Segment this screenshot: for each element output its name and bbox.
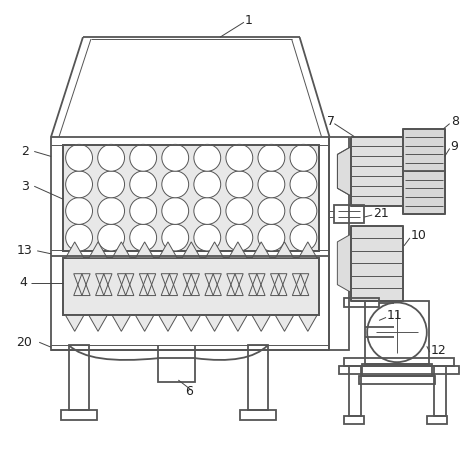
Polygon shape	[299, 315, 317, 331]
Text: 2: 2	[21, 145, 29, 158]
Polygon shape	[182, 315, 200, 331]
Bar	[51, 137, 329, 350]
Circle shape	[66, 171, 92, 198]
Bar	[61, 410, 97, 420]
Bar	[158, 358, 195, 382]
Polygon shape	[159, 315, 177, 331]
Bar	[63, 258, 319, 315]
Circle shape	[258, 171, 285, 198]
Bar	[362, 364, 432, 376]
Circle shape	[130, 224, 156, 251]
Bar	[63, 258, 319, 315]
Polygon shape	[337, 147, 351, 196]
Text: 20: 20	[16, 336, 32, 349]
Circle shape	[162, 224, 189, 251]
Circle shape	[98, 171, 125, 198]
Bar	[344, 358, 453, 366]
Polygon shape	[276, 242, 294, 258]
Polygon shape	[276, 315, 294, 331]
Polygon shape	[337, 234, 351, 293]
Circle shape	[98, 198, 125, 225]
Bar	[63, 144, 319, 251]
Polygon shape	[112, 315, 130, 331]
Polygon shape	[205, 315, 224, 331]
Circle shape	[367, 303, 427, 362]
Circle shape	[130, 144, 156, 171]
Text: 21: 21	[373, 207, 389, 220]
Polygon shape	[229, 315, 247, 331]
Circle shape	[258, 198, 285, 225]
Bar	[334, 205, 364, 223]
Text: 9: 9	[451, 140, 459, 153]
Polygon shape	[135, 315, 154, 331]
Bar	[69, 345, 89, 410]
Circle shape	[290, 144, 317, 171]
Bar	[240, 410, 276, 420]
Polygon shape	[252, 315, 270, 331]
Bar	[359, 376, 435, 384]
Polygon shape	[182, 242, 200, 258]
Bar	[340, 366, 459, 374]
Circle shape	[226, 198, 253, 225]
Circle shape	[290, 171, 317, 198]
Circle shape	[162, 144, 189, 171]
Bar	[63, 144, 319, 251]
Text: 6: 6	[185, 386, 193, 399]
Bar	[248, 345, 268, 410]
Circle shape	[162, 198, 189, 225]
Circle shape	[226, 144, 253, 171]
Circle shape	[194, 224, 221, 251]
Circle shape	[98, 144, 125, 171]
Circle shape	[194, 171, 221, 198]
Polygon shape	[299, 242, 317, 258]
Bar	[365, 300, 429, 364]
Circle shape	[258, 224, 285, 251]
Bar	[403, 129, 445, 214]
Circle shape	[66, 224, 92, 251]
Circle shape	[258, 144, 285, 171]
Circle shape	[66, 198, 92, 225]
Text: 3: 3	[21, 180, 29, 193]
Circle shape	[162, 171, 189, 198]
Text: 1: 1	[245, 14, 253, 27]
Circle shape	[290, 224, 317, 251]
Polygon shape	[205, 242, 224, 258]
Circle shape	[226, 224, 253, 251]
Bar	[329, 137, 349, 350]
Polygon shape	[159, 242, 177, 258]
Bar	[427, 416, 446, 424]
Polygon shape	[66, 315, 84, 331]
Polygon shape	[252, 242, 270, 258]
Circle shape	[290, 198, 317, 225]
Text: 11: 11	[387, 309, 403, 322]
Circle shape	[194, 198, 221, 225]
Polygon shape	[89, 242, 107, 258]
Circle shape	[98, 224, 125, 251]
Polygon shape	[112, 242, 130, 258]
Bar	[434, 366, 446, 416]
Polygon shape	[135, 242, 154, 258]
Bar	[349, 366, 361, 416]
Bar	[351, 226, 403, 300]
Bar	[344, 416, 364, 424]
Polygon shape	[89, 315, 107, 331]
Text: 8: 8	[451, 115, 459, 128]
Bar	[344, 298, 379, 308]
Text: 12: 12	[431, 344, 446, 357]
Circle shape	[226, 171, 253, 198]
Text: 7: 7	[327, 115, 335, 128]
Text: 13: 13	[16, 244, 32, 258]
Bar	[351, 137, 403, 206]
Polygon shape	[229, 242, 247, 258]
Circle shape	[130, 198, 156, 225]
Circle shape	[66, 144, 92, 171]
Text: 4: 4	[19, 276, 27, 289]
Circle shape	[130, 171, 156, 198]
Polygon shape	[66, 242, 84, 258]
Circle shape	[194, 144, 221, 171]
Text: 10: 10	[411, 230, 427, 243]
